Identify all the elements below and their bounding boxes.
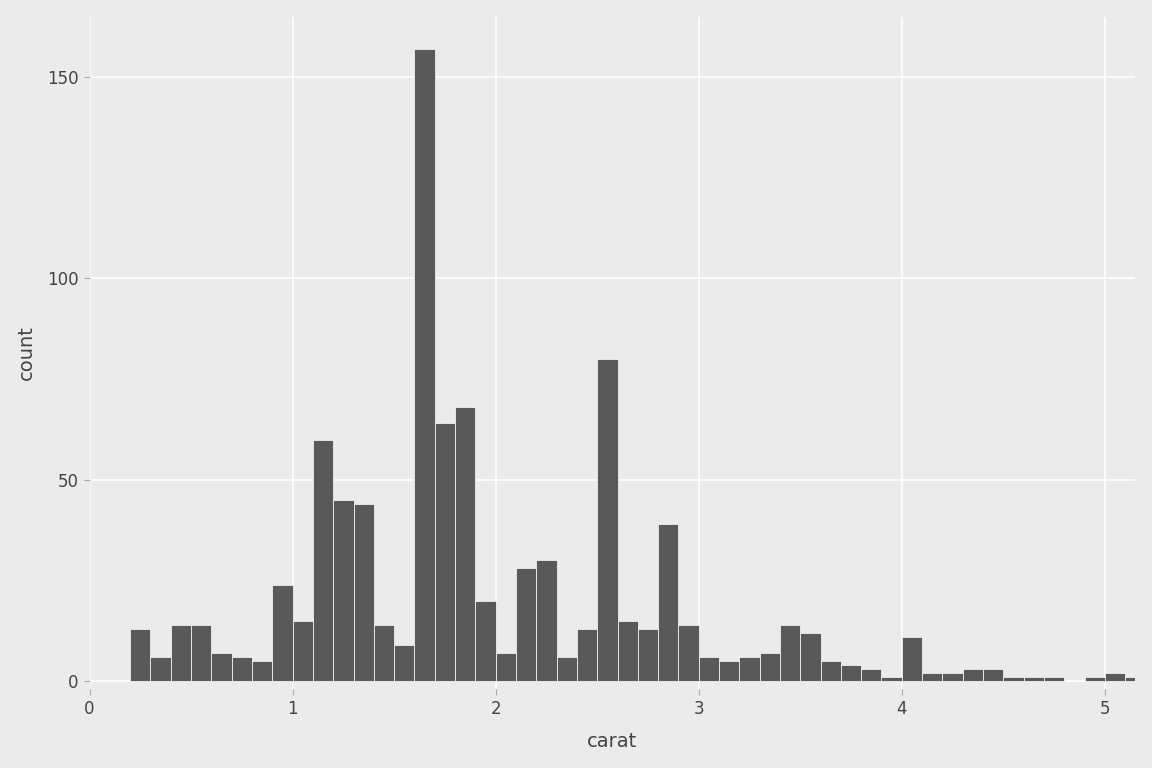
Bar: [780, 625, 801, 681]
Bar: [170, 625, 191, 681]
Bar: [1126, 677, 1145, 681]
Bar: [719, 661, 740, 681]
Bar: [679, 625, 699, 681]
Bar: [151, 657, 170, 681]
Bar: [699, 657, 719, 681]
Bar: [902, 637, 922, 681]
Bar: [1044, 677, 1064, 681]
Bar: [1105, 674, 1126, 681]
Bar: [252, 661, 272, 681]
Bar: [434, 423, 455, 681]
Bar: [983, 669, 1003, 681]
Bar: [942, 674, 963, 681]
Bar: [272, 584, 293, 681]
Bar: [556, 657, 577, 681]
Bar: [617, 621, 638, 681]
Bar: [759, 653, 780, 681]
Bar: [963, 669, 983, 681]
Bar: [537, 561, 556, 681]
Bar: [373, 625, 394, 681]
Y-axis label: count: count: [16, 326, 36, 380]
Bar: [191, 625, 211, 681]
Bar: [394, 645, 415, 681]
Bar: [211, 653, 232, 681]
Bar: [577, 629, 597, 681]
Bar: [333, 500, 354, 681]
Bar: [354, 504, 373, 681]
Bar: [1003, 677, 1024, 681]
Bar: [597, 359, 617, 681]
Bar: [1084, 677, 1105, 681]
Bar: [293, 621, 313, 681]
Bar: [740, 657, 759, 681]
Bar: [495, 653, 516, 681]
Bar: [841, 665, 862, 681]
Bar: [881, 677, 902, 681]
Bar: [232, 657, 252, 681]
Bar: [820, 661, 841, 681]
Bar: [415, 49, 434, 681]
Bar: [516, 568, 537, 681]
Bar: [1024, 677, 1044, 681]
Bar: [922, 674, 942, 681]
Bar: [801, 633, 820, 681]
Bar: [862, 669, 881, 681]
Bar: [476, 601, 495, 681]
Bar: [130, 629, 151, 681]
Bar: [638, 629, 658, 681]
Bar: [658, 525, 679, 681]
Bar: [313, 439, 333, 681]
Bar: [455, 407, 476, 681]
X-axis label: carat: carat: [588, 733, 637, 751]
